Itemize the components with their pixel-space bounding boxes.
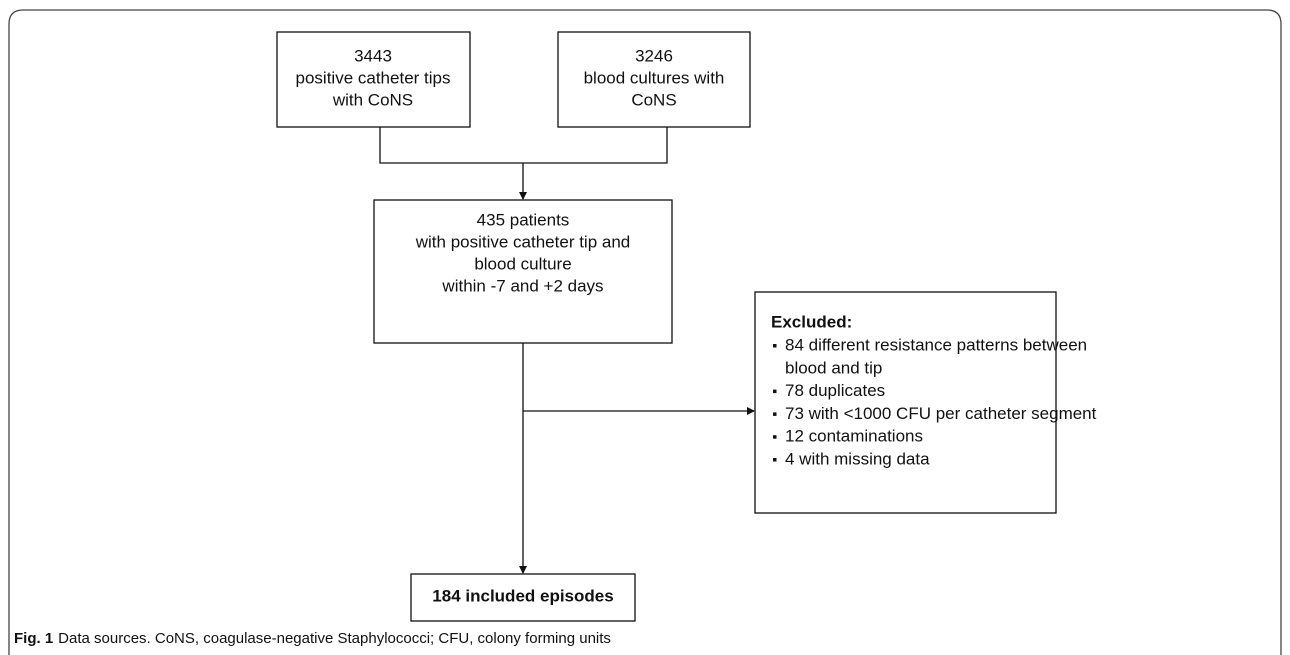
result-box <box>410 573 636 622</box>
bullet <box>773 435 777 439</box>
connector <box>379 127 668 164</box>
node-line: positive catheter tips <box>296 68 451 87</box>
node-line: with positive catheter tip and <box>415 232 631 251</box>
node-line: 3443 <box>354 46 392 65</box>
bullet <box>773 389 777 394</box>
excluded-item: 78 duplicates <box>785 381 885 400</box>
node-line: blood cultures with <box>584 68 725 87</box>
bullet <box>773 458 777 462</box>
excluded-item: 84 different resistance patterns between <box>785 335 1087 354</box>
node-line: CoNS <box>631 90 676 109</box>
node-line: blood culture <box>474 254 571 273</box>
caption-text: Data sources. CoNS, coagulase-negative S… <box>58 630 611 647</box>
excluded-item: 73 with <1000 CFU per catheter segment <box>785 404 1097 423</box>
caption: Fig. 1 Data sources. CoNS, coagulase-nega… <box>14 630 611 647</box>
excluded-item: 4 with missing data <box>785 449 930 468</box>
node-line: 3246 <box>635 46 673 65</box>
frame <box>8 9 1282 655</box>
excluded-item: blood and tip <box>785 358 882 377</box>
source-box <box>557 31 751 128</box>
node-line: 184 included episodes <box>432 586 613 605</box>
excluded-item: 12 contaminations <box>785 427 923 446</box>
bullet <box>773 412 777 416</box>
patients-box <box>373 199 673 344</box>
caption-label: Fig. 1 <box>14 630 53 647</box>
source-box <box>276 31 471 128</box>
excluded-box <box>754 291 1057 514</box>
bullet <box>773 344 777 348</box>
node-line: with CoNS <box>332 90 413 109</box>
node-line: 435 patients <box>477 210 570 229</box>
excluded-title: Excluded: <box>771 312 852 331</box>
node-line: within -7 and +2 days <box>441 276 603 295</box>
